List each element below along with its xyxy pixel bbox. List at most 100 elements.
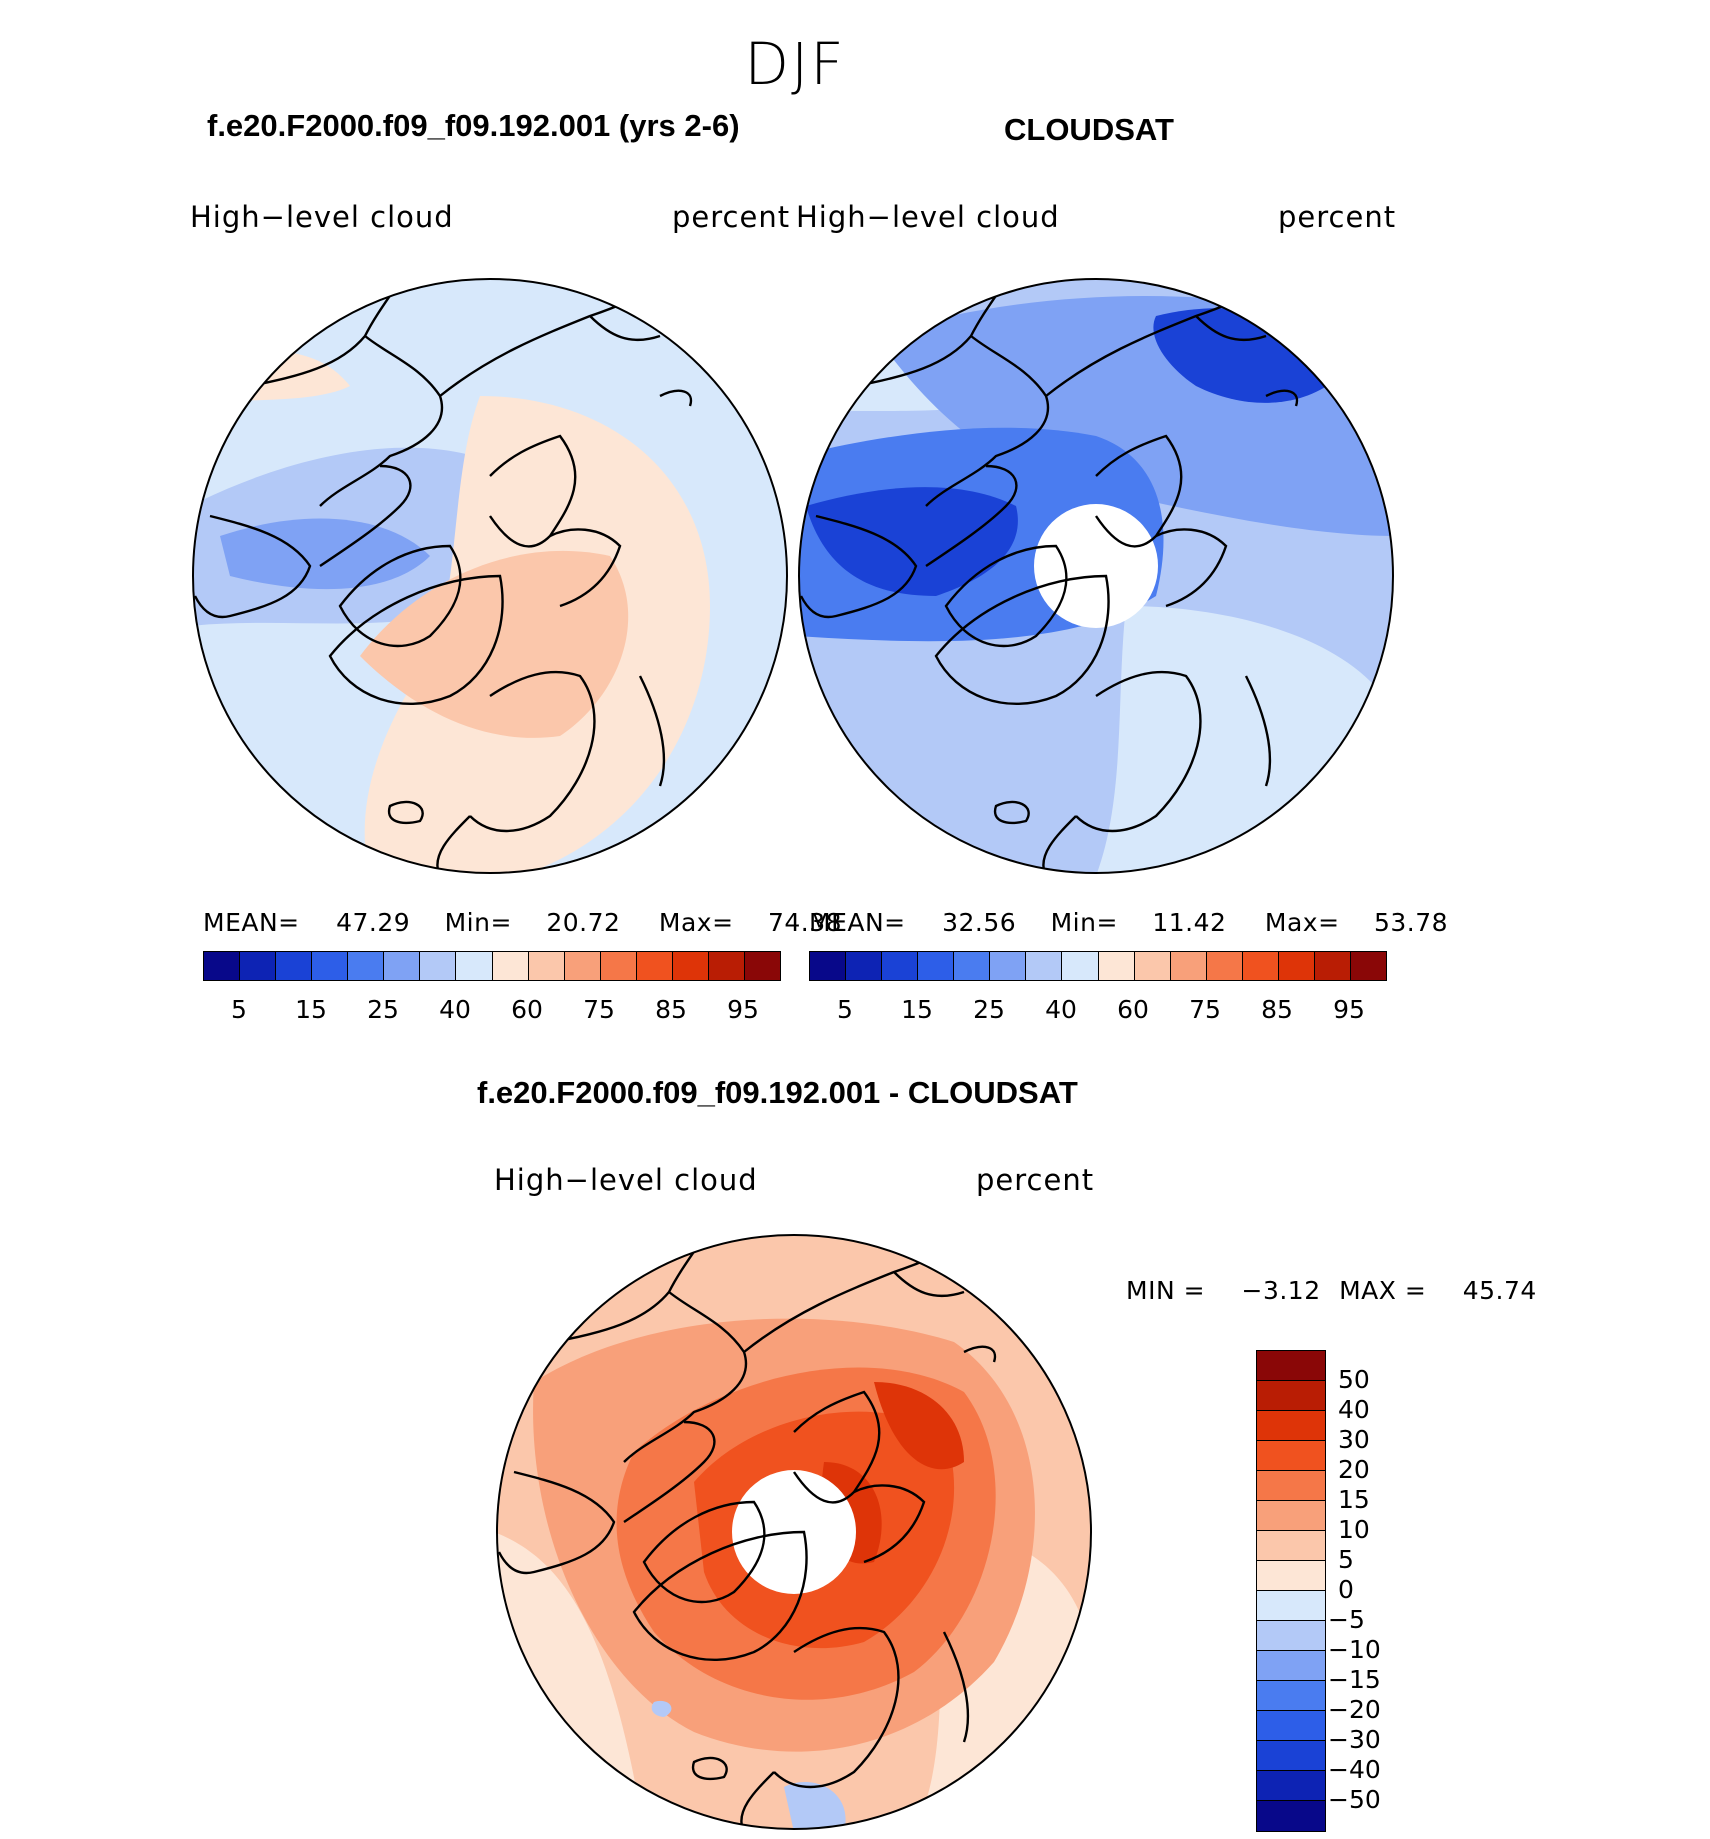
coastlines xyxy=(193,280,693,873)
diff-polar-map xyxy=(496,1234,1092,1830)
left-colorbar-swatch-0 xyxy=(204,952,241,980)
map-border xyxy=(192,278,788,874)
obs-missing-data-hole xyxy=(1034,504,1158,628)
left-colorbar-swatch-11 xyxy=(600,952,637,980)
right-colorbar-swatch-11 xyxy=(1206,952,1243,980)
right-min-label: Min= xyxy=(1050,908,1118,937)
diff-colorbar-swatch-2 xyxy=(1257,1411,1325,1441)
right-polar-map xyxy=(798,278,1394,874)
diff-colorbar-swatch-7 xyxy=(1257,1561,1325,1591)
left-colorbar-swatch-14 xyxy=(708,952,745,980)
right-colorbar-swatch-3 xyxy=(918,952,955,980)
diff-field-negative2 xyxy=(784,1782,846,1829)
diff-minmax: MIN = −3.12 MAX = 45.74 xyxy=(1126,1276,1537,1305)
diff-colorbar-tick-label: 30 xyxy=(1338,1425,1370,1454)
diff-colorbar-swatch-11 xyxy=(1257,1681,1325,1711)
diff-colorbar-swatch-4 xyxy=(1257,1471,1325,1501)
diff-colorbar-tick-label: 10 xyxy=(1338,1515,1370,1544)
diff-panel-title: f.e20.F2000.f09_f09.192.001 - CLOUDSAT xyxy=(477,1075,1078,1110)
diff-variable-label: High−level cloud xyxy=(494,1163,758,1197)
diff-min-value: −3.12 xyxy=(1241,1276,1321,1305)
diff-colorbar-tick-label: −15 xyxy=(1328,1665,1381,1694)
diff-colorbar-tick-label: 20 xyxy=(1338,1455,1370,1484)
right-colorbar-tick-label: 15 xyxy=(901,995,933,1024)
diff-colorbar-tick-label: −50 xyxy=(1328,1785,1381,1814)
diff-max-label: MAX = xyxy=(1339,1276,1427,1305)
diff-max-value: 45.74 xyxy=(1462,1276,1537,1305)
diff-colorbar-swatch-0 xyxy=(1257,1351,1325,1381)
right-colorbar-swatch-4 xyxy=(954,952,991,980)
right-colorbar-tick-label: 75 xyxy=(1189,995,1221,1024)
left-panel-title: f.e20.F2000.f09_f09.192.001 (yrs 2-6) xyxy=(207,108,740,143)
left-colorbar-swatch-9 xyxy=(528,952,565,980)
map-border xyxy=(798,278,1394,874)
diff-colorbar-swatch-8 xyxy=(1257,1591,1325,1621)
left-polar-map xyxy=(192,278,788,874)
left-mean-value: 47.29 xyxy=(336,908,411,937)
left-colorbar-swatch-4 xyxy=(348,952,385,980)
left-min-value: 20.72 xyxy=(546,908,621,937)
right-colorbar xyxy=(809,951,1387,981)
left-colorbar-tick-label: 25 xyxy=(367,995,399,1024)
diff-colorbar-swatch-14 xyxy=(1257,1771,1325,1801)
right-min-value: 11.42 xyxy=(1152,908,1227,937)
diff-colorbar-tick-label: 50 xyxy=(1338,1365,1370,1394)
obs-field-darker xyxy=(806,487,1018,596)
left-colorbar-swatch-7 xyxy=(456,952,493,980)
map-border xyxy=(496,1234,1092,1830)
left-colorbar-swatch-13 xyxy=(672,952,709,980)
right-max-value: 53.78 xyxy=(1374,908,1449,937)
diff-colorbar xyxy=(1256,1350,1326,1832)
right-colorbar-tick-label: 85 xyxy=(1261,995,1293,1024)
right-colorbar-tick-label: 25 xyxy=(973,995,1005,1024)
right-colorbar-swatch-7 xyxy=(1062,952,1099,980)
diff-min-label: MIN = xyxy=(1126,1276,1206,1305)
right-units-label: percent xyxy=(1278,200,1397,234)
right-colorbar-tick-label: 60 xyxy=(1117,995,1149,1024)
left-units-label: percent xyxy=(672,200,791,234)
right-colorbar-tick-label: 5 xyxy=(837,995,853,1024)
diff-field-negative xyxy=(651,1700,672,1717)
diff-colorbar-tick-label: 0 xyxy=(1338,1575,1354,1604)
right-colorbar-swatch-8 xyxy=(1098,952,1135,980)
left-colorbar xyxy=(203,951,781,981)
diff-colorbar-swatch-9 xyxy=(1257,1621,1325,1651)
left-min-label: Min= xyxy=(444,908,512,937)
left-variable-label: High−level cloud xyxy=(190,200,454,234)
diff-colorbar-swatch-10 xyxy=(1257,1651,1325,1681)
left-stats: MEAN= 47.29 Min= 20.72 Max= 74.38 xyxy=(203,908,842,937)
left-max-label: Max= xyxy=(658,908,734,937)
diff-colorbar-tick-label: 5 xyxy=(1338,1545,1354,1574)
left-colorbar-swatch-1 xyxy=(240,952,277,980)
diff-colorbar-tick-label: −30 xyxy=(1328,1725,1381,1754)
left-colorbar-swatch-10 xyxy=(564,952,601,980)
left-colorbar-swatch-12 xyxy=(636,952,673,980)
diff-colorbar-tick-label: −40 xyxy=(1328,1755,1381,1784)
main-title: DJF xyxy=(744,30,846,98)
right-colorbar-swatch-5 xyxy=(990,952,1027,980)
right-colorbar-swatch-10 xyxy=(1170,952,1207,980)
left-colorbar-swatch-5 xyxy=(384,952,421,980)
left-colorbar-tick-label: 85 xyxy=(655,995,687,1024)
right-colorbar-swatch-15 xyxy=(1350,952,1386,980)
left-colorbar-tick-label: 40 xyxy=(439,995,471,1024)
diff-colorbar-tick-label: −20 xyxy=(1328,1695,1381,1724)
diff-units-label: percent xyxy=(976,1163,1095,1197)
left-colorbar-swatch-8 xyxy=(492,952,529,980)
diff-colorbar-swatch-6 xyxy=(1257,1531,1325,1561)
right-max-label: Max= xyxy=(1264,908,1340,937)
right-colorbar-tick-label: 40 xyxy=(1045,995,1077,1024)
diff-colorbar-tick-label: 15 xyxy=(1338,1485,1370,1514)
left-colorbar-swatch-2 xyxy=(276,952,313,980)
left-mean-label: MEAN= xyxy=(203,908,300,937)
right-panel-title: CLOUDSAT xyxy=(1004,112,1174,147)
coastlines xyxy=(799,280,1299,873)
diff-colorbar-swatch-12 xyxy=(1257,1711,1325,1741)
left-colorbar-swatch-6 xyxy=(420,952,457,980)
right-colorbar-swatch-0 xyxy=(810,952,847,980)
left-colorbar-tick-label: 60 xyxy=(511,995,543,1024)
diff-field-strongest xyxy=(874,1382,964,1470)
left-colorbar-tick-label: 15 xyxy=(295,995,327,1024)
right-variable-label: High−level cloud xyxy=(796,200,1060,234)
right-mean-label: MEAN= xyxy=(809,908,906,937)
